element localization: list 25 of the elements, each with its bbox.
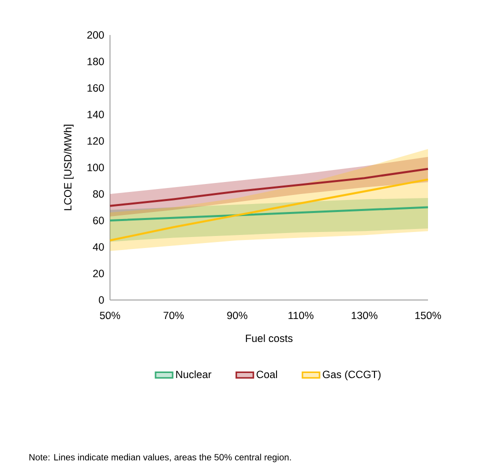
line-series (109, 168, 430, 207)
x-tick-label: 130% (352, 312, 378, 320)
legend-label: Gas (CCGT) (322, 370, 381, 380)
y-tick-label: 200 (87, 31, 104, 39)
y-tick-label: 80 (93, 190, 104, 198)
y-tick-label: 100 (88, 164, 104, 172)
text: Note: Lines indicate median values, areas the 50% central region. (29, 454, 291, 462)
y-tick-label: 60 (93, 216, 104, 224)
y-tick-label: 140 (88, 110, 104, 118)
y-tick-label: 40 (92, 243, 104, 251)
x-axis-title: Fuel costs (246, 334, 293, 342)
y-tick-label: 0 (98, 296, 104, 304)
y-tick-label: 180 (88, 58, 104, 66)
legend-label: Nuclear (176, 370, 212, 378)
y-tick-label: 120 (88, 137, 104, 145)
line-series (109, 178, 430, 242)
x-tick-label: 50% (100, 312, 120, 320)
y-axis-title: LCOE [USD/MWh] (64, 124, 74, 210)
y-tick-label: 160 (88, 84, 104, 92)
x-tick-label: 70% (164, 312, 184, 320)
x-tick-label: 150% (415, 312, 442, 320)
y-tick-label: 20 (93, 270, 104, 278)
x-tick-label: 90% (227, 312, 248, 320)
x-tick-label: 110% (288, 312, 314, 320)
legend-label: Coal (256, 370, 278, 378)
